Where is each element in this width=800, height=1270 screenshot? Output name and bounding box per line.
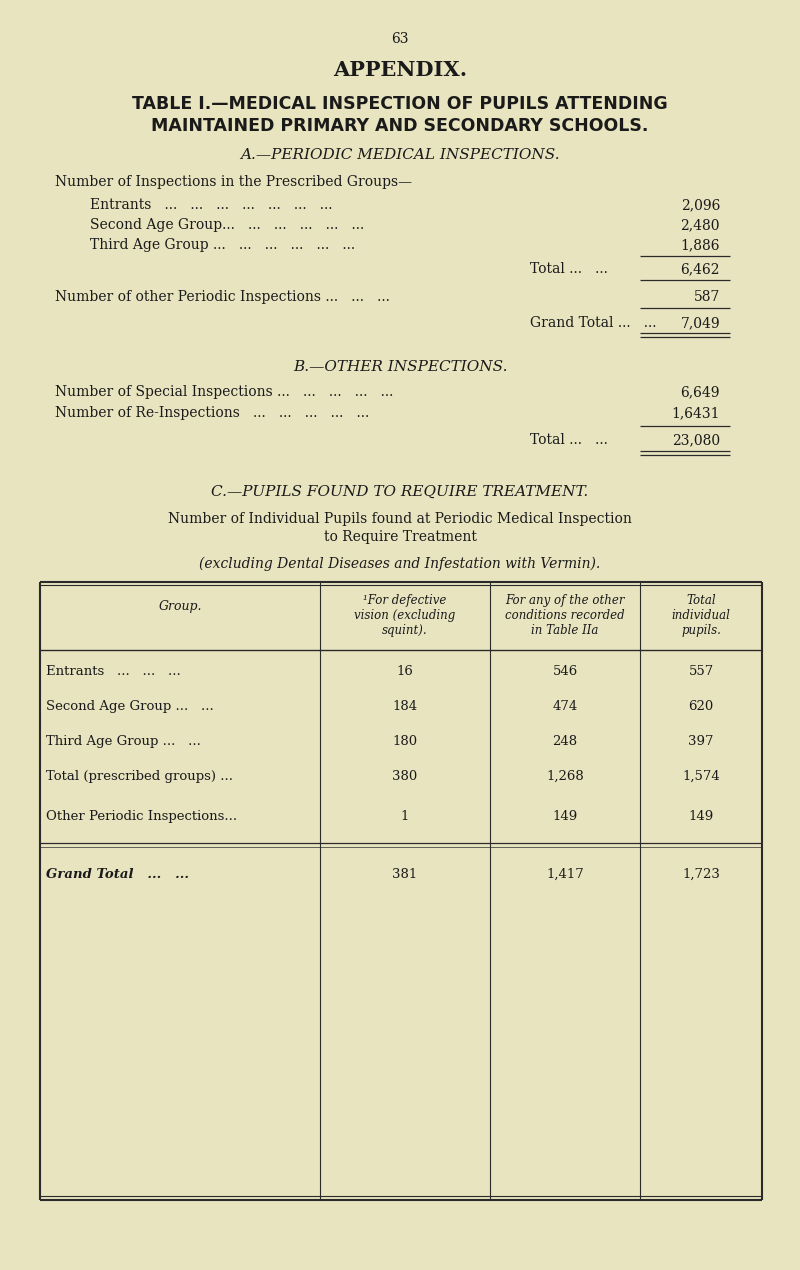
Text: 1,268: 1,268 (546, 770, 584, 784)
Text: For any of the other
conditions recorded
in Table IIa: For any of the other conditions recorded… (505, 594, 625, 638)
Text: 546: 546 (552, 665, 578, 678)
Text: Second Age Group ...   ...: Second Age Group ... ... (46, 700, 214, 712)
Text: 63: 63 (391, 32, 409, 46)
Text: 2,096: 2,096 (681, 198, 720, 212)
Text: Total (prescribed groups) ...: Total (prescribed groups) ... (46, 770, 233, 784)
Text: 149: 149 (552, 810, 578, 823)
Text: A.—PERIODIC MEDICAL INSPECTIONS.: A.—PERIODIC MEDICAL INSPECTIONS. (240, 149, 560, 163)
Text: 248: 248 (553, 735, 578, 748)
Text: 6,649: 6,649 (681, 385, 720, 399)
Text: 6,462: 6,462 (681, 262, 720, 276)
Text: MAINTAINED PRIMARY AND SECONDARY SCHOOLS.: MAINTAINED PRIMARY AND SECONDARY SCHOOLS… (151, 117, 649, 135)
Text: Third Age Group ...   ...   ...   ...   ...   ...: Third Age Group ... ... ... ... ... ... (90, 237, 355, 251)
Text: Second Age Group...   ...   ...   ...   ...   ...: Second Age Group... ... ... ... ... ... (90, 218, 364, 232)
Text: Other Periodic Inspections...: Other Periodic Inspections... (46, 810, 237, 823)
Text: Entrants   ...   ...   ...: Entrants ... ... ... (46, 665, 181, 678)
Text: 381: 381 (392, 867, 418, 881)
Text: TABLE I.—MEDICAL INSPECTION OF PUPILS ATTENDING: TABLE I.—MEDICAL INSPECTION OF PUPILS AT… (132, 95, 668, 113)
Text: Grand Total ...   ...: Grand Total ... ... (530, 316, 657, 330)
Text: 1,723: 1,723 (682, 867, 720, 881)
Text: 587: 587 (694, 290, 720, 304)
Text: Number of Special Inspections ...   ...   ...   ...   ...: Number of Special Inspections ... ... ..… (55, 385, 394, 399)
Text: Total
individual
pupils.: Total individual pupils. (671, 594, 730, 638)
Text: 474: 474 (552, 700, 578, 712)
Text: 1,417: 1,417 (546, 867, 584, 881)
Text: C.—PUPILS FOUND TO REQUIRE TREATMENT.: C.—PUPILS FOUND TO REQUIRE TREATMENT. (211, 485, 589, 499)
Text: 180: 180 (393, 735, 418, 748)
Text: Total ...   ...: Total ... ... (530, 262, 608, 276)
Text: B.—OTHER INSPECTIONS.: B.—OTHER INSPECTIONS. (293, 359, 507, 373)
Text: to Require Treatment: to Require Treatment (323, 530, 477, 544)
Text: 1,574: 1,574 (682, 770, 720, 784)
Text: 7,049: 7,049 (680, 316, 720, 330)
Text: Entrants   ...   ...   ...   ...   ...   ...   ...: Entrants ... ... ... ... ... ... ... (90, 198, 333, 212)
Text: (excluding Dental Diseases and Infestation with Vermin).: (excluding Dental Diseases and Infestati… (199, 558, 601, 572)
Text: APPENDIX.: APPENDIX. (333, 60, 467, 80)
Text: ¹For defective
vision (excluding
squint).: ¹For defective vision (excluding squint)… (354, 594, 456, 638)
Text: 2,480: 2,480 (681, 218, 720, 232)
Text: Third Age Group ...   ...: Third Age Group ... ... (46, 735, 201, 748)
Text: Number of Inspections in the Prescribed Groups—: Number of Inspections in the Prescribed … (55, 175, 412, 189)
Text: Number of Re-Inspections   ...   ...   ...   ...   ...: Number of Re-Inspections ... ... ... ...… (55, 406, 370, 420)
Text: 397: 397 (688, 735, 714, 748)
Text: 16: 16 (397, 665, 414, 678)
Text: Number of other Periodic Inspections ...   ...   ...: Number of other Periodic Inspections ...… (55, 290, 390, 304)
Text: Grand Total   ...   ...: Grand Total ... ... (46, 867, 189, 881)
Text: 1,6431: 1,6431 (671, 406, 720, 420)
Text: 1,886: 1,886 (681, 237, 720, 251)
Text: 557: 557 (688, 665, 714, 678)
Text: Number of Individual Pupils found at Periodic Medical Inspection: Number of Individual Pupils found at Per… (168, 512, 632, 526)
Text: 149: 149 (688, 810, 714, 823)
Text: Group.: Group. (158, 599, 202, 613)
Text: Total ...   ...: Total ... ... (530, 433, 608, 447)
Text: 23,080: 23,080 (672, 433, 720, 447)
Text: 1: 1 (401, 810, 409, 823)
Text: 620: 620 (688, 700, 714, 712)
Text: 184: 184 (393, 700, 418, 712)
Text: 380: 380 (392, 770, 418, 784)
